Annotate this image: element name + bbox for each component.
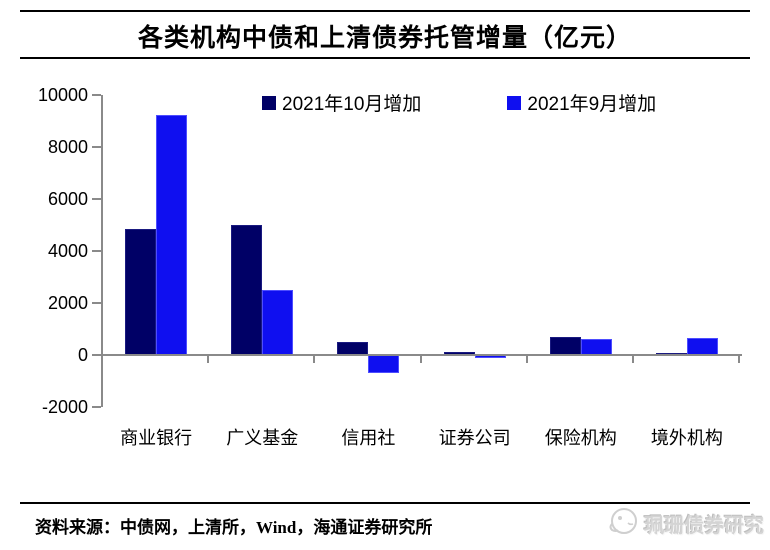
legend-entry-october: 2021年10月增加 xyxy=(262,89,421,116)
x-axis-tick xyxy=(631,355,634,363)
y-axis-line xyxy=(101,95,103,407)
legend-label-september: 2021年9月增加 xyxy=(527,94,657,115)
x-axis-category-label: 保险机构 xyxy=(544,428,617,448)
watermark: 珮珊债券研究 xyxy=(606,504,764,543)
watermark-text: 珮珊债券研究 xyxy=(644,515,764,537)
legend: 2021年10月增加 2021年9月增加 xyxy=(262,89,656,116)
y-axis-tick-label: 8000 xyxy=(47,137,88,157)
x-axis-tick xyxy=(525,355,528,363)
bar-商业银行-2021年10月增加 xyxy=(125,228,157,355)
x-axis-tick xyxy=(419,355,422,363)
y-axis-tick xyxy=(92,94,101,96)
y-axis-tick xyxy=(92,250,101,252)
bar-商业银行-2021年9月增加 xyxy=(156,114,188,355)
y-axis-tick-label: 6000 xyxy=(47,189,88,209)
x-axis-category-label: 广义基金 xyxy=(226,428,299,448)
y-axis-tick-label: 2000 xyxy=(47,293,88,313)
bar-广义基金-2021年10月增加 xyxy=(231,225,263,355)
y-axis-tick-label: 10000 xyxy=(37,85,88,105)
chart-title: 各类机构中债和上清债券托管增量（亿元） xyxy=(137,25,632,52)
bar-保险机构-2021年9月增加 xyxy=(580,338,612,355)
y-axis-tick-label: 4000 xyxy=(47,241,88,261)
x-axis-labels: 商业银行 广义基金 信用社 证券公司 保险机构 境外机构 xyxy=(103,424,740,448)
y-axis-tick xyxy=(92,354,101,356)
y-axis-tick xyxy=(92,302,101,304)
top-divider xyxy=(20,10,750,12)
x-axis-line xyxy=(101,354,742,356)
y-axis-tick-label: 0 xyxy=(77,345,88,365)
legend-entry-september: 2021年9月增加 xyxy=(507,89,656,116)
x-axis-tick xyxy=(738,355,740,363)
x-axis-category-label: 信用社 xyxy=(341,428,396,448)
bar-境外机构-2021年9月增加 xyxy=(686,338,718,355)
x-axis-tick xyxy=(313,355,316,363)
legend-swatch-september xyxy=(507,95,522,110)
y-axis-tick xyxy=(92,406,101,408)
x-axis-tick xyxy=(207,355,210,363)
source-note: 资料来源：中债网，上清所，Wind，海通证券研究所 xyxy=(35,518,433,537)
watermark-logo-icon xyxy=(606,504,640,543)
bar-信用社-2021年9月增加 xyxy=(368,355,400,374)
footer-divider xyxy=(20,502,750,504)
plot-area: 10000 8000 6000 4000 2000 0 -2000 xyxy=(38,86,742,416)
bar-广义基金-2021年9月增加 xyxy=(262,290,294,355)
bar-保险机构-2021年10月增加 xyxy=(549,337,581,355)
y-axis-tick-label: -2000 xyxy=(41,397,88,417)
x-axis-category-label: 境外机构 xyxy=(650,428,723,448)
title-divider xyxy=(20,57,750,59)
y-axis-tick xyxy=(92,146,101,148)
y-axis-tick xyxy=(92,198,101,200)
x-axis-category-label: 证券公司 xyxy=(438,428,511,448)
legend-swatch-october xyxy=(262,95,276,110)
x-axis-category-label: 商业银行 xyxy=(120,428,193,448)
legend-label-october: 2021年10月增加 xyxy=(282,94,422,115)
